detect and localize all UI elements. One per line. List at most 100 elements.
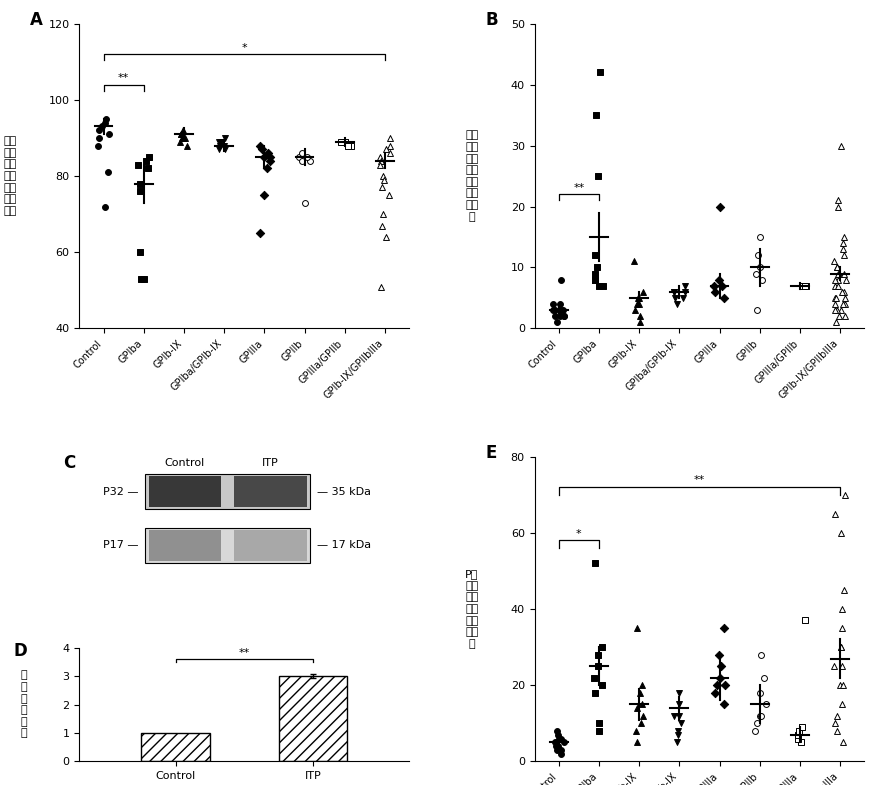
- Point: [636, 286, 650, 298]
- Point: [176, 124, 191, 137]
- Point: [376, 219, 390, 232]
- Point: [828, 304, 842, 316]
- Point: [834, 527, 848, 539]
- Point: [383, 147, 397, 159]
- Text: D: D: [13, 642, 27, 660]
- Point: [377, 208, 391, 221]
- Point: [550, 725, 564, 737]
- Point: [252, 139, 266, 152]
- Point: [827, 660, 841, 673]
- Point: [300, 151, 314, 163]
- Point: [548, 310, 562, 323]
- Point: [753, 687, 767, 699]
- Point: [674, 717, 688, 729]
- Point: [258, 151, 272, 163]
- Point: [718, 679, 732, 692]
- Point: [828, 717, 842, 729]
- Point: [832, 268, 846, 280]
- Point: [298, 196, 312, 209]
- Text: P17 —: P17 —: [103, 541, 138, 550]
- Point: [592, 725, 606, 737]
- Point: [592, 717, 606, 729]
- Point: [712, 273, 726, 286]
- Point: [668, 710, 682, 722]
- Text: *: *: [242, 42, 247, 53]
- Y-axis label: 磷脂
酰丝
氨酸
暴露
阳性
血小
板占
比: 磷脂 酰丝 氨酸 暴露 阳性 血小 板占 比: [465, 130, 478, 221]
- Bar: [146, 474, 310, 509]
- Point: [631, 736, 645, 749]
- Point: [379, 143, 393, 155]
- Point: [95, 120, 109, 133]
- Point: [708, 286, 722, 298]
- Point: [834, 622, 848, 634]
- Point: [93, 132, 107, 144]
- Point: [748, 725, 762, 737]
- Point: [213, 136, 228, 148]
- Point: [835, 660, 849, 673]
- Point: [93, 124, 107, 137]
- Text: P32 —: P32 —: [103, 487, 138, 497]
- Point: [139, 155, 153, 167]
- Point: [176, 132, 190, 144]
- Point: [833, 679, 848, 692]
- Point: [836, 268, 850, 280]
- Point: [831, 268, 845, 280]
- Point: [373, 151, 387, 163]
- Point: [836, 736, 850, 749]
- Point: [255, 143, 269, 155]
- Text: **: **: [118, 73, 130, 83]
- Point: [796, 279, 811, 292]
- Text: A: A: [30, 11, 43, 29]
- Bar: [279, 676, 348, 761]
- Point: [253, 227, 267, 239]
- Point: [219, 132, 233, 144]
- Text: **: **: [694, 476, 705, 485]
- Point: [180, 139, 194, 152]
- Point: [630, 622, 644, 634]
- Point: [588, 687, 602, 699]
- Point: [797, 614, 811, 626]
- Point: [591, 170, 605, 182]
- Point: [831, 273, 845, 286]
- Point: [587, 249, 602, 261]
- Point: [794, 736, 808, 749]
- Point: [752, 710, 766, 722]
- Point: [259, 162, 273, 175]
- Point: [376, 170, 390, 182]
- Point: [592, 279, 606, 292]
- Point: [557, 310, 572, 323]
- Point: [670, 736, 684, 749]
- Point: [668, 286, 682, 298]
- Point: [633, 310, 647, 323]
- Point: [591, 648, 605, 661]
- Point: [551, 728, 565, 741]
- Point: [175, 128, 189, 141]
- Point: [792, 725, 806, 737]
- Point: [635, 698, 649, 710]
- Point: [178, 132, 192, 144]
- Point: [828, 273, 842, 286]
- Point: [375, 181, 389, 194]
- Point: [374, 155, 388, 167]
- Point: [712, 648, 726, 661]
- Point: [557, 310, 572, 323]
- Point: [629, 725, 643, 737]
- Point: [594, 679, 609, 692]
- Point: [798, 279, 812, 292]
- Point: [596, 279, 610, 292]
- Point: [630, 298, 644, 310]
- Point: [832, 200, 846, 213]
- Point: [678, 279, 692, 292]
- Y-axis label: P选
择素
表达
阳性
血小
板占
比: P选 择素 表达 阳性 血小 板占 比: [465, 569, 479, 648]
- Point: [632, 292, 646, 305]
- Point: [831, 194, 845, 206]
- Point: [834, 304, 848, 316]
- Point: [713, 671, 727, 684]
- Point: [717, 698, 731, 710]
- Point: [173, 136, 187, 148]
- Point: [836, 679, 850, 692]
- Point: [372, 159, 386, 171]
- Point: [374, 280, 388, 293]
- Point: [838, 310, 852, 323]
- Point: [552, 732, 566, 745]
